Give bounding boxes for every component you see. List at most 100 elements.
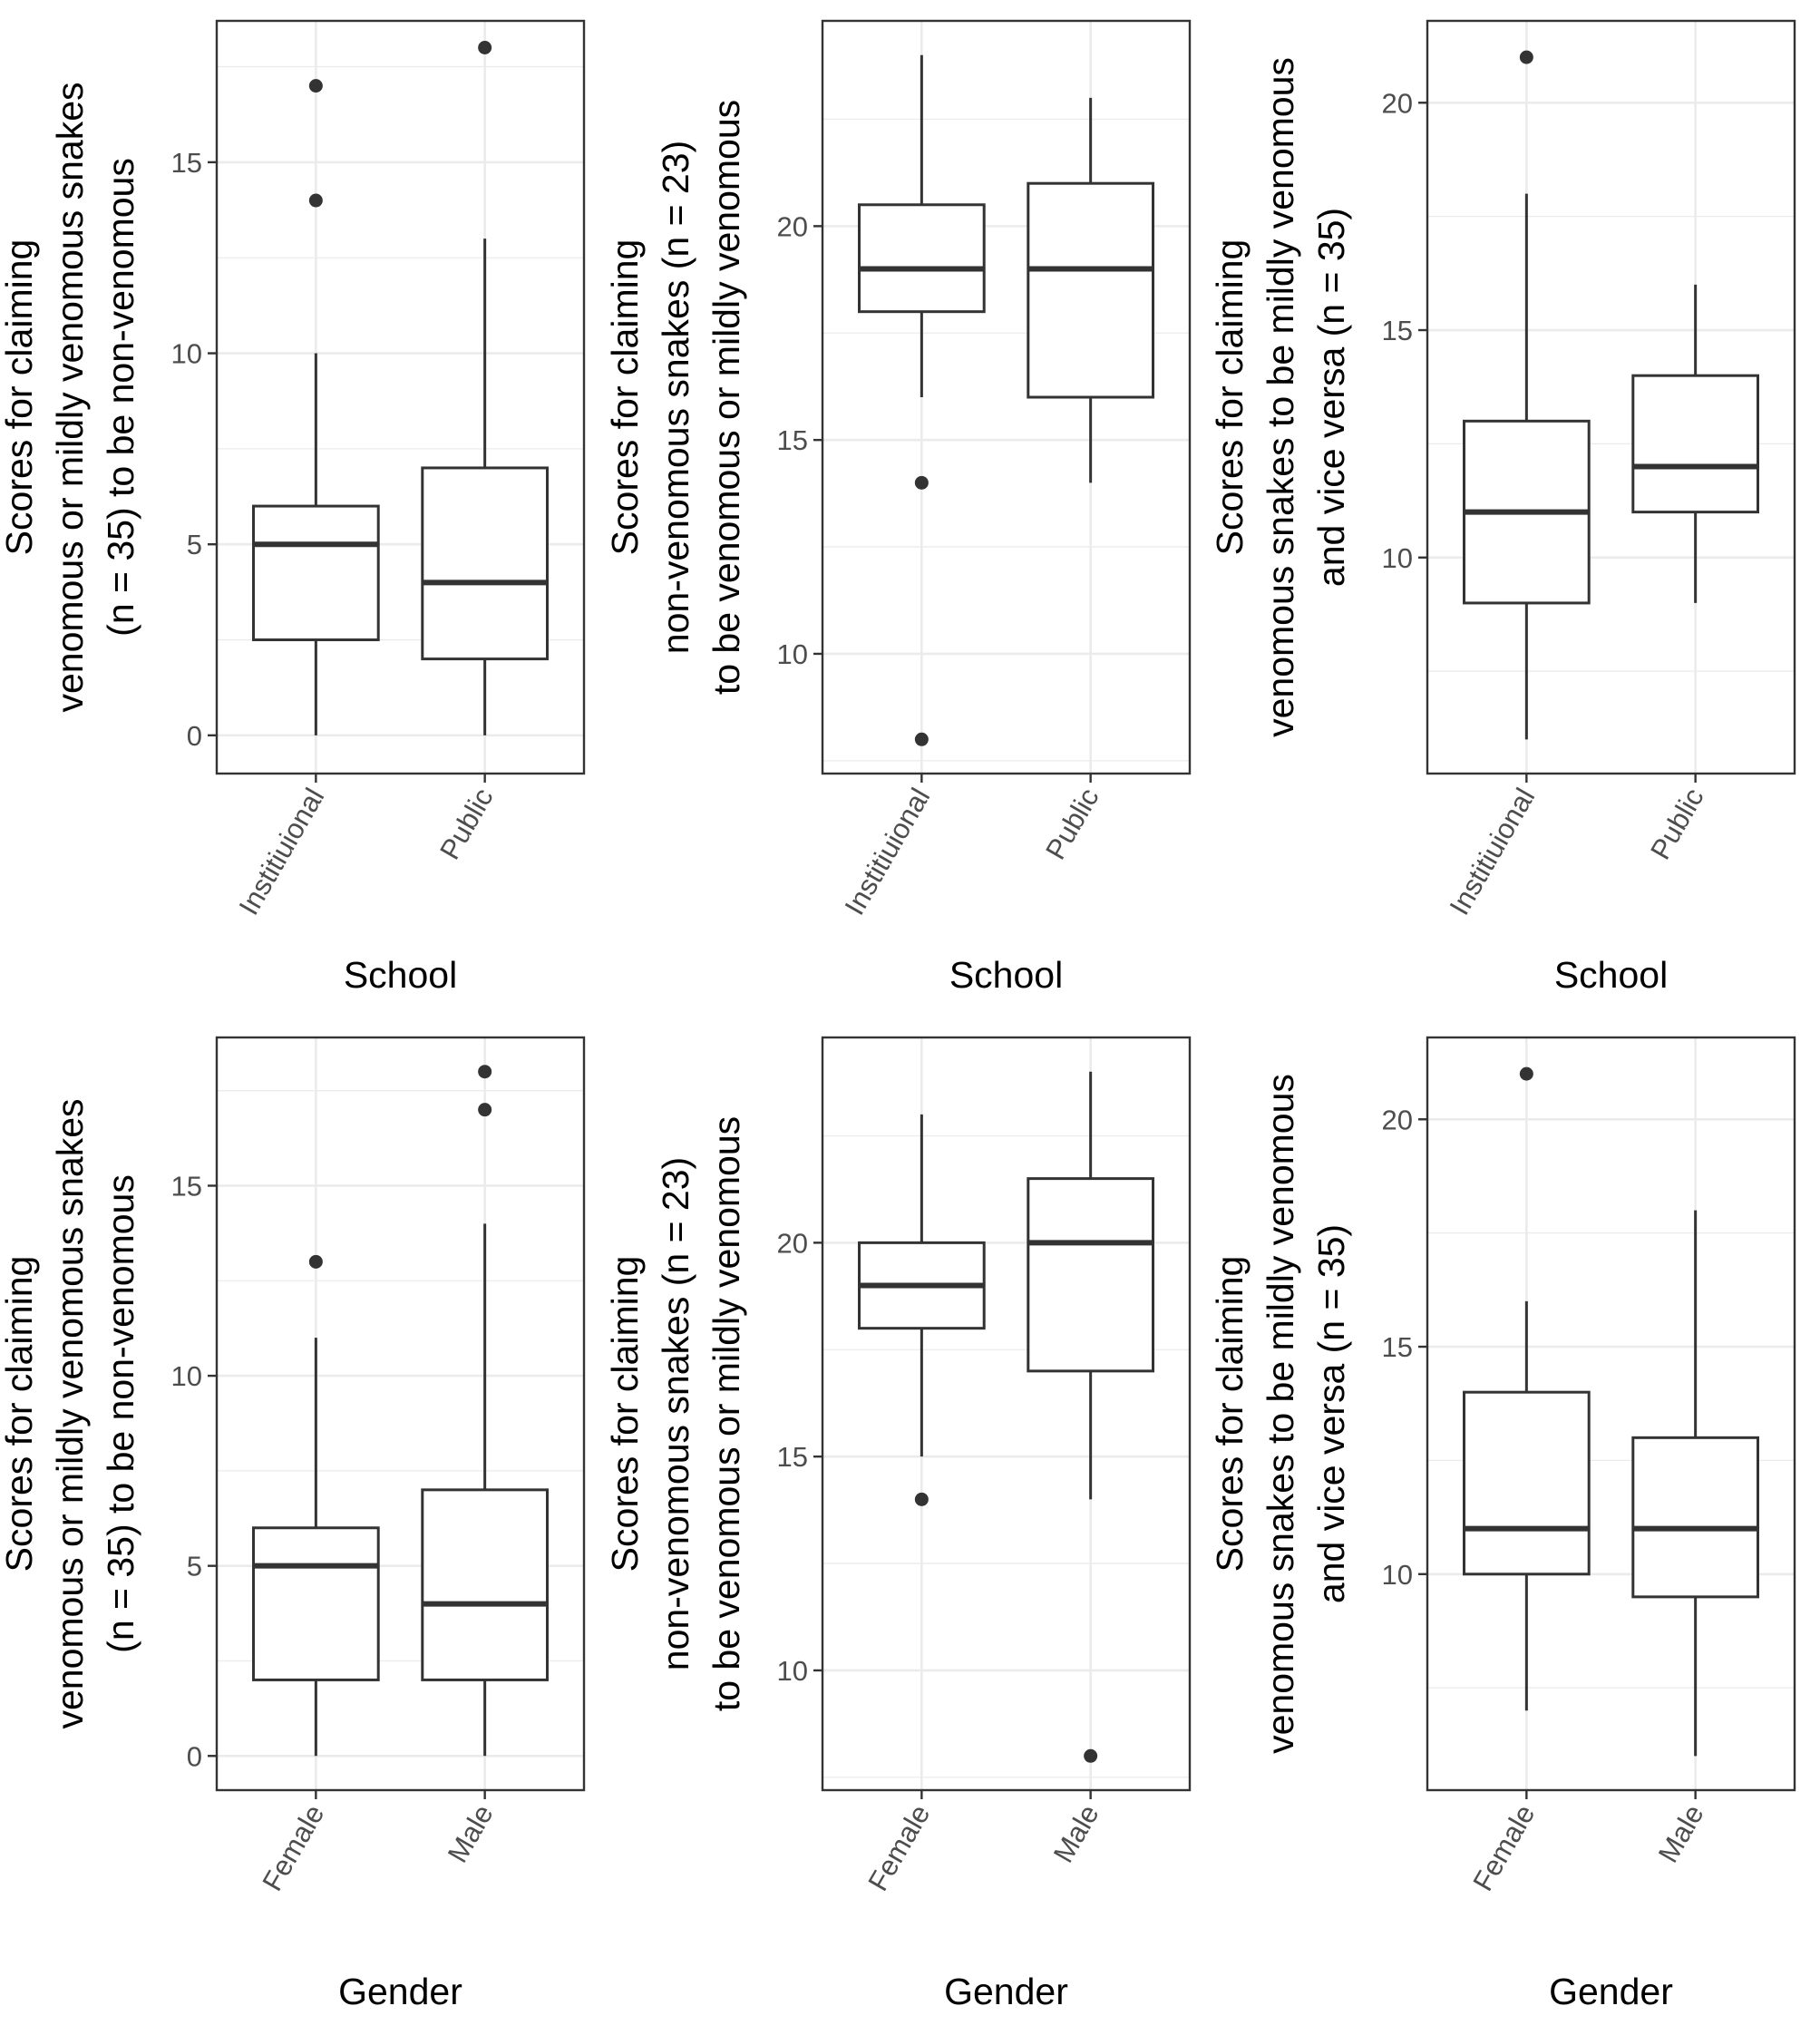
y-axis-title-line: Scores for claiming (604, 239, 646, 556)
box-public (1027, 97, 1155, 483)
x-axis-title: Gender (1549, 1971, 1673, 2012)
box-female (1463, 1066, 1591, 1711)
panel-border (821, 1036, 1192, 1792)
x-tick-label: Public (433, 783, 500, 865)
panel-border (821, 19, 1192, 775)
x-tick-label: Female (1466, 1799, 1541, 1896)
box-female (858, 1114, 986, 1506)
y-axis-title-line: (n = 35) to be non-venomous (100, 1174, 141, 1653)
outlier-point (914, 475, 929, 490)
box-male (421, 1065, 549, 1757)
outlier-point (1519, 1066, 1533, 1081)
outlier-point (478, 1065, 492, 1079)
box-iqr (1027, 1177, 1155, 1373)
y-axis-title-line: venomous or mildly venomous snakes (49, 1098, 91, 1728)
x-axis-title: Gender (338, 1971, 462, 2012)
box-public (421, 40, 549, 735)
x-tick-label: Institiuional (233, 783, 331, 920)
box-iqr (252, 504, 380, 642)
y-tick-label: 10 (171, 338, 202, 370)
x-axis-title: School (344, 954, 457, 996)
box-institiuional (1463, 50, 1591, 740)
y-axis-title-line: Scores for claiming (0, 239, 40, 556)
box-iqr (858, 203, 986, 314)
panel-1: 0 5 10 15 Institiuional Public School Scores fo… (0, 19, 586, 996)
outlier-point (914, 1492, 929, 1506)
y-tick-label: 20 (1382, 1104, 1413, 1135)
box-public (1631, 284, 1760, 603)
x-tick-label: Male (1047, 1799, 1105, 1868)
y-tick-label: 0 (187, 720, 202, 752)
box-male (1631, 1210, 1760, 1757)
box-iqr (421, 466, 549, 661)
y-axis-title-line: to be venomous or mildly venomous (706, 100, 747, 695)
y-axis-title-line: Scores for claiming (604, 1256, 646, 1572)
x-axis-title: Gender (944, 1971, 1068, 2012)
box-iqr (252, 1526, 380, 1681)
y-tick-label: 15 (1382, 315, 1413, 346)
y-axis-title-line: venomous or mildly venomous snakes (49, 82, 91, 712)
box-institiuional (858, 54, 986, 746)
y-axis-title-line: to be venomous or mildly venomous (706, 1116, 747, 1711)
y-axis-title-line: non-venomous snakes (n = 23) (655, 1157, 696, 1670)
x-axis-title: School (1554, 954, 1668, 996)
box-iqr (1463, 1390, 1591, 1576)
panel-border (1426, 19, 1796, 775)
panel-background (217, 21, 584, 774)
x-tick-label: Female (256, 1799, 330, 1896)
box-iqr (1631, 1436, 1760, 1599)
outlier-point (478, 40, 492, 54)
panel-6: 10 15 20 Female Male Gender Scores for claimin… (1209, 1036, 1796, 2012)
y-tick-label: 10 (777, 1655, 808, 1687)
y-tick-label: 15 (777, 1441, 808, 1473)
y-tick-label: 15 (1382, 1331, 1413, 1363)
y-tick-label: 10 (1382, 542, 1413, 574)
box-iqr (1027, 181, 1155, 399)
y-axis-title-line: venomous snakes to be mildly venomous (1260, 1074, 1301, 1754)
x-tick-label: Public (1039, 783, 1105, 865)
y-axis-title-line: non-venomous snakes (n = 23) (655, 141, 696, 654)
y-tick-label: 20 (1382, 87, 1413, 119)
box-male (1027, 1071, 1155, 1763)
x-tick-label: Institiuional (1444, 783, 1542, 920)
outlier-point (308, 193, 323, 208)
panel-border (1426, 1036, 1796, 1792)
y-axis-title-line: and vice versa (n = 35) (1310, 208, 1352, 587)
box-iqr (1631, 374, 1760, 514)
outlier-point (308, 1254, 323, 1269)
y-tick-label: 15 (777, 424, 808, 456)
x-tick-label: Male (442, 1799, 500, 1868)
outlier-point (914, 732, 929, 746)
y-axis-title-line: and vice versa (n = 35) (1310, 1224, 1352, 1603)
y-tick-label: 20 (777, 1227, 808, 1259)
panel-background (822, 1037, 1190, 1790)
box-institiuional (252, 79, 380, 735)
panel-2: 10 15 20 Institiuional Public School Scores fo… (604, 19, 1192, 996)
y-tick-label: 15 (171, 1170, 202, 1202)
y-tick-label: 0 (187, 1740, 202, 1772)
x-axis-title: School (949, 954, 1063, 996)
y-axis-title-line: Scores for claiming (0, 1256, 40, 1572)
x-tick-label: Institiuional (839, 783, 937, 920)
x-tick-label: Female (861, 1799, 936, 1896)
y-tick-label: 15 (171, 147, 202, 179)
y-axis-title-line: (n = 35) to be non-venomous (100, 158, 141, 637)
y-tick-label: 10 (171, 1360, 202, 1392)
y-tick-label: 10 (777, 638, 808, 670)
panel-5: 10 15 20 Female Male Gender Scores for claimin… (604, 1036, 1192, 2012)
panel-4: 0 5 10 15 Female Male Gender Scores for claimin… (0, 1036, 586, 2012)
y-axis-title-line: venomous snakes to be mildly venomous (1260, 57, 1301, 737)
x-tick-label: Male (1652, 1799, 1710, 1868)
outlier-point (478, 1103, 492, 1117)
y-tick-label: 20 (777, 210, 808, 242)
y-tick-label: 5 (187, 1551, 202, 1582)
panel-3: 10 15 20 Institiuional Public School Scores fo… (1209, 19, 1796, 996)
y-tick-label: 10 (1382, 1559, 1413, 1591)
outlier-point (1519, 50, 1533, 64)
outlier-point (308, 79, 323, 93)
panel-border (215, 1036, 586, 1792)
outlier-point (1084, 1748, 1098, 1763)
box-female (252, 1254, 380, 1757)
box-iqr (421, 1488, 549, 1681)
